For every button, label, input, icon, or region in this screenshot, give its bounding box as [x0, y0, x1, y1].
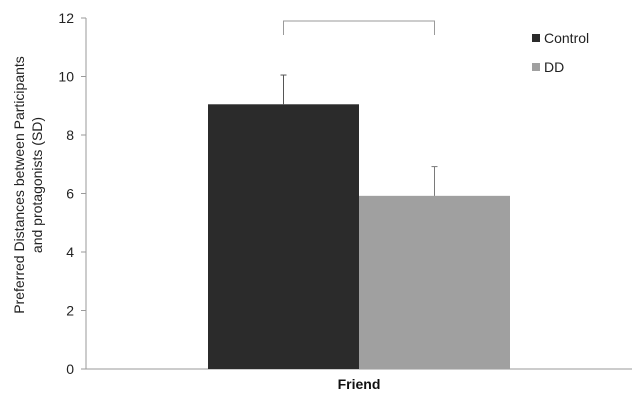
y-axis-title-line-1: Preferred Distances between Participants	[11, 56, 27, 314]
y-tick-label: 8	[66, 127, 74, 143]
y-tick-label: 12	[58, 10, 74, 26]
y-tick-label: 6	[66, 186, 74, 202]
legend: Control DD	[532, 30, 589, 75]
y-axis-ticks: 0 2 4 6 8 10 12	[58, 10, 86, 377]
significance-bracket	[283, 20, 435, 35]
significance-bracket-line	[283, 20, 435, 35]
error-bars	[280, 74, 438, 196]
legend-label-control: Control	[544, 30, 589, 46]
y-axis-title: Preferred Distances between Participants…	[11, 56, 45, 314]
y-tick-label: 10	[58, 69, 74, 85]
legend-swatch-dd	[532, 63, 540, 71]
bars	[208, 104, 510, 369]
category-labels: Friend	[338, 376, 381, 392]
y-tick-label: 4	[66, 244, 74, 260]
legend-swatch-control	[532, 34, 540, 42]
y-tick-label: 0	[66, 361, 74, 377]
category-label-friend: Friend	[338, 376, 381, 392]
bar-control-friend	[208, 104, 359, 369]
y-axis-title-line-2: and protagonists (SD)	[29, 117, 45, 253]
legend-label-dd: DD	[544, 59, 564, 75]
bar-dd-friend	[359, 195, 510, 369]
y-tick-label: 2	[66, 303, 74, 319]
